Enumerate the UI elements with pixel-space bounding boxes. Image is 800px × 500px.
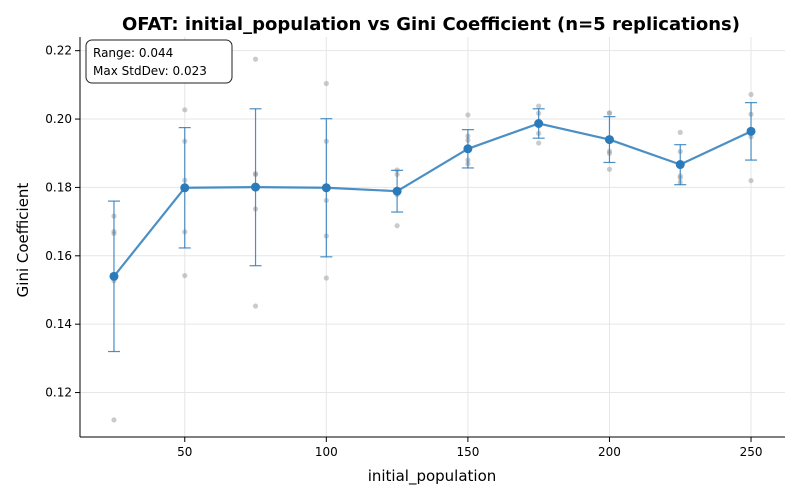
y-tick-label: 0.20: [45, 112, 72, 126]
mean-point: [109, 271, 119, 281]
replicate-point: [182, 107, 188, 113]
mean-point: [392, 186, 402, 196]
axes: [79, 37, 785, 438]
mean-point: [534, 118, 544, 128]
stats-range-text: Range: 0.044: [93, 46, 173, 60]
x-tick-label: 250: [740, 445, 763, 459]
x-tick-label: 50: [177, 445, 192, 459]
x-ticks: 50 100 150 200 250: [177, 437, 762, 459]
x-tick-label: 150: [456, 445, 479, 459]
mean-point: [251, 182, 261, 192]
mean-point: [604, 135, 614, 145]
stats-annotation: Range: 0.044 Max StdDev: 0.023: [85, 39, 233, 84]
chart-title: OFAT: initial_population vs Gini Coeffic…: [122, 14, 740, 35]
y-tick-label: 0.12: [45, 386, 72, 400]
y-ticks: 0.12 0.14 0.16 0.18 0.20 0.22: [45, 44, 80, 400]
x-tick-label: 100: [315, 445, 338, 459]
mean-series: [109, 118, 756, 281]
replicate-point: [323, 275, 329, 281]
y-tick-label: 0.18: [45, 180, 72, 194]
mean-point: [463, 144, 473, 154]
stats-stddev-text: Max StdDev: 0.023: [93, 64, 207, 78]
replicate-point: [677, 129, 683, 135]
replicate-point: [111, 417, 117, 423]
grid: [80, 37, 785, 437]
mean-line: [113, 122, 752, 278]
stats-annotation-box: [85, 39, 233, 84]
replicate-point: [536, 103, 542, 109]
x-tick-label: 200: [598, 445, 621, 459]
mean-point: [180, 183, 190, 193]
replicate-point: [323, 80, 329, 87]
x-axis-label: initial_population: [368, 467, 497, 486]
replicate-points: [111, 56, 754, 423]
replicate-point: [606, 166, 613, 172]
y-tick-label: 0.14: [45, 317, 72, 331]
y-tick-label: 0.16: [45, 249, 72, 263]
replicate-point: [252, 303, 259, 309]
replicate-point: [252, 56, 259, 62]
replicate-point: [394, 223, 400, 229]
y-tick-label: 0.22: [45, 44, 72, 58]
replicate-point: [748, 177, 754, 184]
replicate-point: [536, 140, 542, 146]
replicate-point: [182, 273, 188, 279]
error-bars: [107, 102, 758, 353]
mean-point: [675, 160, 685, 170]
mean-point: [746, 126, 756, 136]
replicate-point: [748, 91, 754, 98]
mean-point: [321, 183, 331, 193]
replicate-point: [465, 112, 471, 118]
y-axis-label: Gini Coefficient: [14, 183, 32, 298]
replicate-point: [606, 110, 613, 116]
